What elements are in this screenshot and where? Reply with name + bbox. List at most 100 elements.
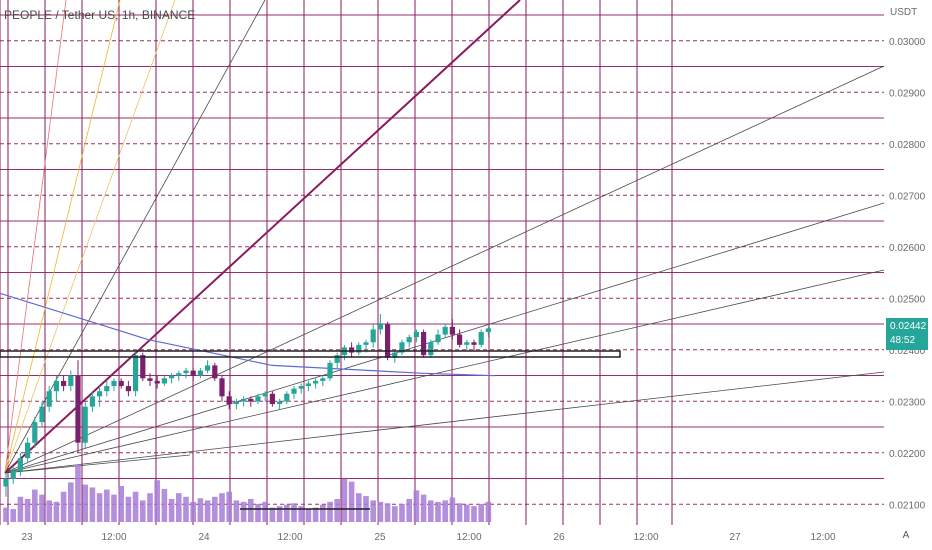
candle-body [377,324,383,330]
volume-bar [17,496,24,522]
time-tick-label: 23 [21,532,33,543]
annotation-layer [0,350,621,358]
volume-bar [420,494,427,522]
volume-bar [154,480,160,522]
range-rectangle [0,350,621,358]
candle-body [298,386,304,389]
candle-body [399,342,405,353]
volume-bar [356,493,362,522]
volume-bar [176,493,182,522]
gann-fan-ray [4,0,521,474]
volume-bar [248,498,254,522]
volume-bar [384,503,391,522]
volume-bar [168,498,175,522]
candle-body [140,355,146,379]
volume-bar [377,501,384,522]
volume-bar [147,493,153,522]
candle-body [255,396,261,402]
price-axis-currency: USDT [890,7,917,18]
volume-bar [226,491,232,522]
candle-body [176,373,182,376]
candle-body [262,393,268,397]
time-axis[interactable]: 23 12:00 24 12:00 25 12:00 26 12:00 27 12:00 [21,532,836,543]
volume-bar [255,504,261,522]
volume-bar [68,482,74,522]
candle-body [291,388,297,394]
candle-body [406,337,412,343]
candle-body [212,365,218,379]
volume-bar [312,507,319,522]
candle-body [39,406,45,423]
candle-body [118,380,124,387]
candle-body [370,329,376,343]
candle-body [46,391,52,407]
volume-bar [96,493,103,522]
volume-bar [161,488,168,522]
volume-bar [276,506,283,522]
gann-fan-ray [4,0,121,474]
candle-body [111,380,117,387]
volume-bar [464,504,470,522]
candle-body [68,375,74,387]
candle-body [269,393,275,405]
volume-bar [46,500,52,522]
price-tick-label: 0.02100 [889,501,926,512]
volume-bar [24,498,31,522]
gann-fan-ray [4,454,191,474]
candle-body [305,383,311,387]
candle-body [334,355,340,363]
volume-bar [298,506,304,522]
candle-body [226,396,232,405]
auto-scale-button[interactable]: A [902,530,910,541]
candle-body [392,352,398,358]
gann-fan-ray [4,0,176,474]
price-axis[interactable]: USDT 0.02100 0.02200 0.02300 0.02400 0.02500 0… [889,7,926,512]
volume-bar [197,498,204,522]
grid-layer [0,0,884,525]
candles-layer [3,313,491,497]
volume-bar [204,500,211,522]
volume-bar [233,500,240,522]
time-tick-label: 12:00 [456,532,481,543]
candle-body [241,398,247,402]
volume-bar [413,490,420,522]
candle-body [53,380,59,392]
volume-bar [190,501,196,522]
candle-body [478,331,484,345]
candle-body [471,342,477,345]
volume-bar [111,494,117,522]
candle-body [17,458,23,472]
candle-body [435,334,441,343]
volume-bar [399,504,405,522]
volume-bar [104,489,110,522]
candle-body [61,380,67,387]
candle-body [104,386,110,392]
volume-bar [291,503,297,522]
volume-bar [305,509,312,522]
bar-countdown: 48:52 [890,335,916,346]
price-tick-label: 0.02200 [889,449,926,460]
price-tick-label: 0.02600 [889,243,926,254]
candle-body [327,362,333,379]
volume-layer [3,464,492,522]
candle-body [233,401,239,405]
candle-body [385,324,391,358]
candle-body [413,331,419,338]
candle-body [219,378,225,397]
volume-bar [284,504,290,522]
volume-bar [320,504,326,522]
volume-bar [75,464,81,522]
volume-bar [89,487,96,522]
candle-body [428,342,434,356]
candle-body [457,334,463,345]
candle-body [190,370,196,376]
volume-bar [60,491,67,522]
candle-body [183,370,189,374]
candle-body [169,375,175,379]
volume-bar [262,501,268,522]
candle-body [125,386,131,392]
volume-bar [132,491,139,522]
candle-body [147,378,153,381]
